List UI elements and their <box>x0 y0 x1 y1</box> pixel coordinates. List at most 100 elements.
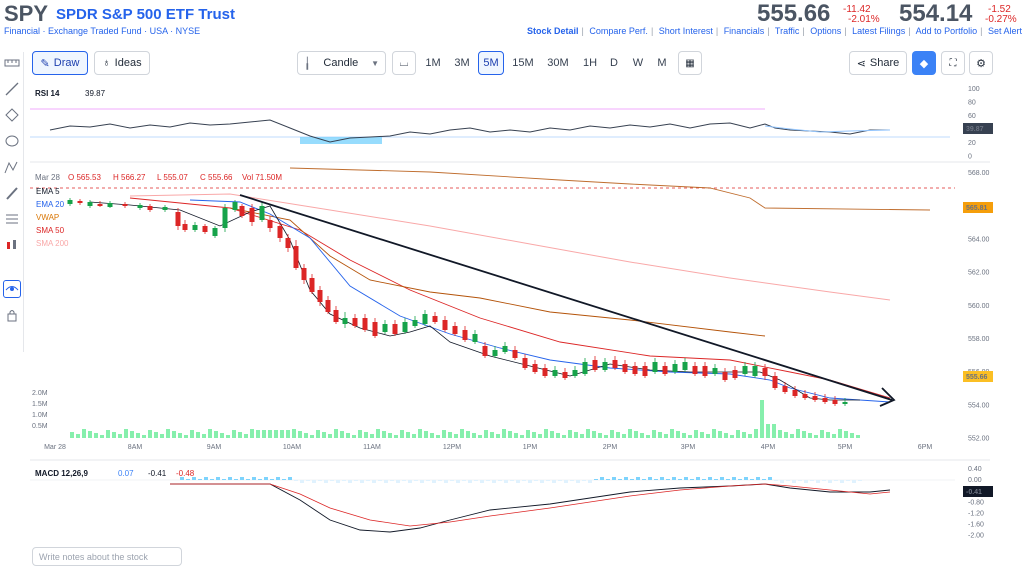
timeframe-5m[interactable]: 5M <box>478 51 504 75</box>
candle <box>402 322 408 332</box>
volume-bar <box>556 433 560 438</box>
timeframe-30m[interactable]: 30M <box>543 51 573 75</box>
volume-bar <box>706 434 710 438</box>
draw-button[interactable]: ✎ Draw <box>32 51 88 75</box>
volume-bar <box>412 434 416 438</box>
candle <box>702 366 708 376</box>
settings-button[interactable]: ⚙ <box>969 51 993 75</box>
volume-bar <box>490 432 494 438</box>
link-add-to-portfolio[interactable]: Add to Portfolio <box>915 26 978 36</box>
candle <box>482 346 488 356</box>
share-button[interactable]: ⋖ Share <box>849 51 907 75</box>
timeframe-w[interactable]: W <box>628 51 648 75</box>
alert-button[interactable]: ◆ <box>912 51 936 75</box>
lock-icon[interactable] <box>3 306 21 324</box>
macd-histogram-bar <box>816 480 820 483</box>
candle <box>422 314 428 324</box>
date-range-button[interactable]: ▦ <box>678 51 702 75</box>
link-stock-detail[interactable]: Stock Detail <box>527 26 579 36</box>
price-chart[interactable]: 10080604020039.87 RSI 14 39.87 568.00566… <box>30 80 996 542</box>
notes-input[interactable]: Write notes about the stock <box>32 547 182 566</box>
volume-bar <box>220 433 224 438</box>
candle <box>632 366 638 374</box>
timeframe-1m[interactable]: 1M <box>422 51 444 75</box>
timeframe-m[interactable]: M <box>652 51 672 75</box>
trendline-icon[interactable] <box>3 80 21 98</box>
volume-bar <box>790 434 794 438</box>
macd-histogram-bar <box>318 480 322 481</box>
volume-bar <box>310 435 314 438</box>
candle <box>147 206 153 210</box>
visibility-icon[interactable] <box>3 280 21 298</box>
quote-links: Stock Detail | Compare Perf. | Short Inter… <box>527 26 1022 36</box>
link-set-alert[interactable]: Set Alert <box>987 26 1022 36</box>
link-options[interactable]: Options <box>810 26 842 36</box>
timeframe-d[interactable]: D <box>605 51 623 75</box>
volume-bar <box>748 434 752 438</box>
volume-bar <box>514 433 518 438</box>
candle <box>682 362 688 370</box>
circle-icon[interactable] <box>3 132 21 150</box>
time-axis-tick: 5PM <box>838 444 853 451</box>
macd-histogram-bar <box>600 477 604 480</box>
volume-bar <box>478 435 482 438</box>
vwap-badge: 565.81 <box>966 205 988 212</box>
company-name[interactable]: SPDR S&P 500 ETF Trust <box>56 6 235 23</box>
candle <box>239 206 245 216</box>
link-financials[interactable]: Financials <box>723 26 765 36</box>
macd-histogram-bar <box>492 480 496 483</box>
link-traffic[interactable]: Traffic <box>774 26 800 36</box>
gear-icon: ⚙ <box>976 57 986 70</box>
fullscreen-button[interactable]: ⛶ <box>941 51 965 75</box>
ohlc-open: O 565.53 <box>68 173 101 182</box>
macd-axis-tick: 0.00 <box>968 477 982 484</box>
link-short-interest[interactable]: Short Interest <box>658 26 713 36</box>
ruler-icon[interactable] <box>3 54 21 72</box>
macd-histogram-bar <box>486 480 490 481</box>
rsi-badge-bg <box>963 123 993 134</box>
macd-histogram-bar <box>570 480 574 481</box>
legend-ema20[interactable]: EMA 20 <box>36 200 65 209</box>
macd-histogram-bar <box>678 479 682 480</box>
volume-bar <box>676 431 680 438</box>
legend-vwap[interactable]: VWAP <box>36 213 59 222</box>
legend-sma200[interactable]: SMA 200 <box>36 239 69 248</box>
rsi-axis-tick: 100 <box>968 86 980 93</box>
timeframe-15m[interactable]: 15M <box>510 51 536 75</box>
volume-bar <box>202 434 206 438</box>
timeframe-1h[interactable]: 1H <box>579 51 601 75</box>
price-axis-tick: 558.00 <box>968 336 990 343</box>
timeframe-label: M <box>657 57 667 69</box>
macd-histogram-bar <box>828 480 832 483</box>
macd-histogram-bar <box>516 480 520 483</box>
brush-icon[interactable] <box>3 184 21 202</box>
volume-bar <box>784 432 788 438</box>
indicator-icon[interactable] <box>3 236 21 254</box>
link-latest-filings[interactable]: Latest Filings <box>852 26 906 36</box>
volume-bar <box>844 431 848 438</box>
volume-bar <box>622 434 626 438</box>
ohlc-volume: Vol 71.50M <box>242 173 282 182</box>
macd-histogram-bar <box>792 480 796 483</box>
pattern-icon[interactable] <box>3 158 21 176</box>
volume-bar <box>610 430 614 438</box>
macd-histogram-bar <box>582 480 586 481</box>
sma200-line <box>129 193 891 301</box>
legend-ema5[interactable]: EMA 5 <box>36 187 60 196</box>
shape-icon[interactable] <box>3 106 21 124</box>
timeframe-3m[interactable]: 3M <box>450 51 474 75</box>
fib-icon[interactable] <box>3 210 21 228</box>
time-axis-tick: 11AM <box>363 444 381 451</box>
candle <box>652 362 658 372</box>
volume-bar <box>820 430 824 438</box>
extended-change-abs: -1.52 <box>988 4 1011 15</box>
compare-button[interactable]: ⌴ <box>392 51 416 75</box>
link-compare-perf[interactable]: Compare Perf. <box>589 26 648 36</box>
volume-bar <box>808 433 812 438</box>
chart-type-select[interactable]: ╽ Candle ▼ <box>297 51 386 75</box>
candle <box>832 400 838 404</box>
legend-sma50[interactable]: SMA 50 <box>36 226 65 235</box>
volume-bar <box>796 429 800 438</box>
ideas-button[interactable]: ♁ Ideas <box>94 51 150 75</box>
timeframe-label: 30M <box>547 57 569 69</box>
